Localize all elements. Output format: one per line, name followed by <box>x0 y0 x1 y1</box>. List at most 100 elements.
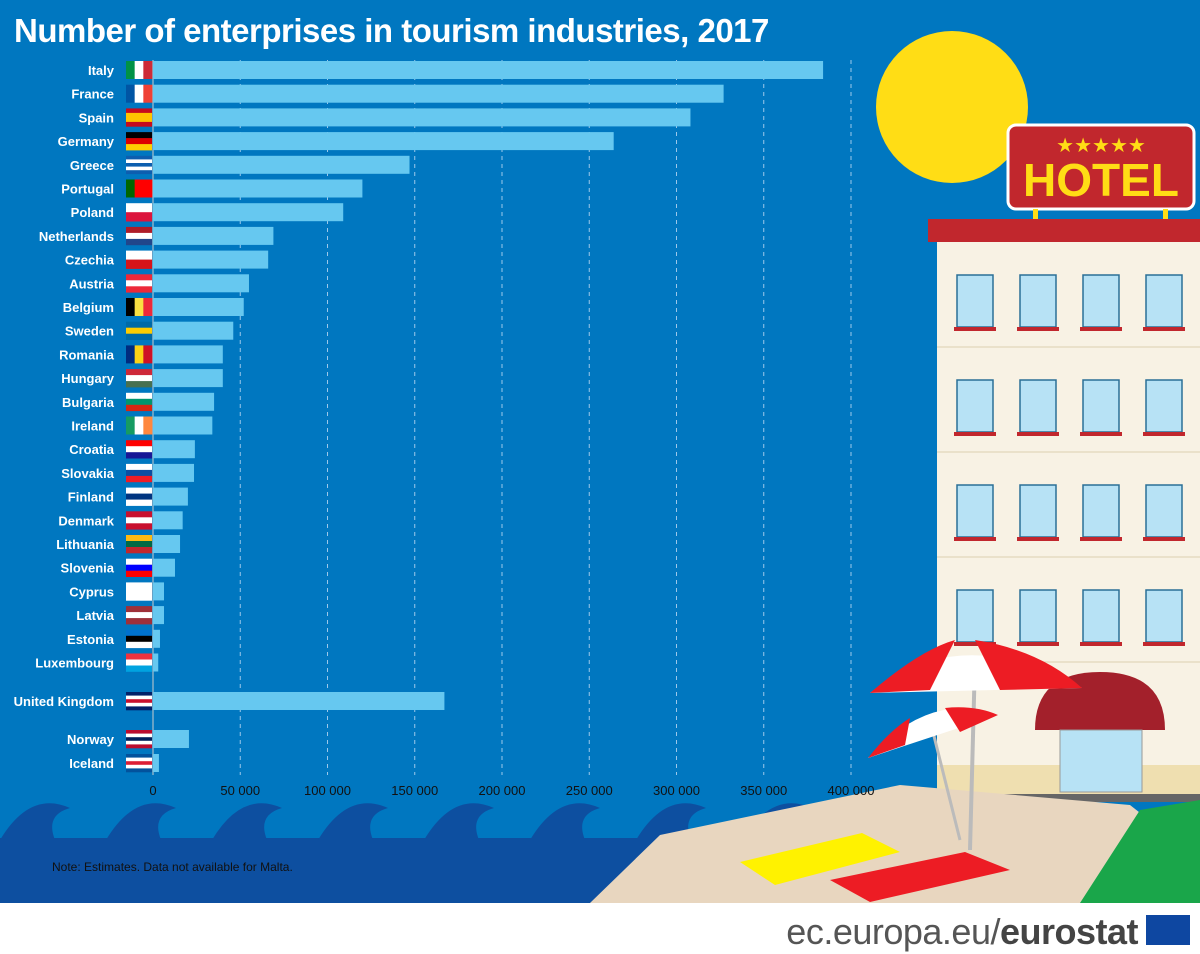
category-label: Romania <box>59 347 115 362</box>
bar-latvia <box>153 606 164 625</box>
x-tick-label: 350 000 <box>740 783 787 798</box>
bar-france <box>153 84 724 103</box>
hotel-window <box>1082 274 1120 328</box>
bar-ireland <box>153 416 213 435</box>
site-text: ec.europa.eu/ <box>786 911 1000 952</box>
category-label: Slovakia <box>61 466 115 481</box>
bar-denmark <box>153 511 183 530</box>
flag-icon <box>126 754 152 773</box>
flag-icon <box>126 629 152 649</box>
category-label: Sweden <box>65 324 114 339</box>
flag-icon <box>126 84 153 103</box>
hotel-window <box>1145 274 1183 328</box>
beach <box>590 785 1200 903</box>
flag-icon <box>126 108 152 127</box>
category-label: Netherlands <box>39 229 114 244</box>
hotel-window <box>1082 484 1120 538</box>
hotel-window <box>956 589 994 643</box>
category-label: Latvia <box>76 608 114 623</box>
category-label: Austria <box>69 276 115 291</box>
x-tick-label: 250 000 <box>566 783 613 798</box>
bar-croatia <box>153 440 195 459</box>
x-tick-label: 200 000 <box>479 783 526 798</box>
category-label: France <box>71 87 114 102</box>
bar-germany <box>153 132 614 151</box>
category-label: Iceland <box>69 756 114 771</box>
bar-hungary <box>153 369 223 388</box>
category-label: Portugal <box>61 182 114 197</box>
hotel-window <box>956 379 994 433</box>
hotel-window <box>1145 379 1183 433</box>
category-label: Finland <box>68 490 114 505</box>
infographic: ★★★★★ HOTEL Italy France Spain Germany Greec… <box>0 0 1200 903</box>
x-tick-label: 300 000 <box>653 783 700 798</box>
bar-luxembourg <box>153 653 159 672</box>
bar-spain <box>153 108 691 127</box>
flag-icon <box>126 582 152 601</box>
bar-poland <box>153 203 344 222</box>
eurostat-logo[interactable]: ec.europa.eu/eurostat <box>786 911 1138 953</box>
x-tick-label: 0 <box>149 783 156 798</box>
flag-icon <box>126 226 152 246</box>
hotel-stars: ★★★★★ <box>1056 135 1146 157</box>
flag-icon <box>126 692 152 711</box>
yellow-towel <box>740 833 900 885</box>
bar-chart: ★★★★★ HOTEL Italy France Spain Germany Greec… <box>0 31 1200 903</box>
x-tick-label: 100 000 <box>304 783 351 798</box>
hotel-window <box>956 484 994 538</box>
bar-norway <box>153 730 189 748</box>
hotel-window <box>1082 589 1120 643</box>
eu-flag-icon <box>1146 915 1190 945</box>
hotel-window <box>1145 589 1183 643</box>
category-label: Estonia <box>67 632 115 647</box>
category-label: Spain <box>79 110 114 125</box>
flag-icon <box>126 155 152 175</box>
flag-icon <box>126 487 152 506</box>
bar-finland <box>153 487 188 506</box>
footer: ec.europa.eu/eurostat <box>0 903 1200 954</box>
sun-icon <box>876 31 1028 183</box>
flag-icon <box>126 463 152 483</box>
red-towel <box>830 852 1010 902</box>
bar-lithuania <box>153 535 181 553</box>
category-label: Lithuania <box>56 537 115 552</box>
category-label: Norway <box>67 732 115 747</box>
hotel-sign <box>1006 123 1196 211</box>
hotel-window <box>1145 484 1183 538</box>
category-label: Hungary <box>61 371 115 386</box>
chart-note: Note: Estimates. Data not available for … <box>52 860 293 874</box>
category-label: Ireland <box>71 419 114 434</box>
grass <box>1080 800 1200 903</box>
x-tick-label: 150 000 <box>391 783 438 798</box>
flag-icon <box>126 345 153 364</box>
flag-icon <box>126 369 152 388</box>
bar-slovakia <box>153 463 195 482</box>
bar-netherlands <box>153 226 274 245</box>
bar-sweden <box>153 321 234 340</box>
flag-icon <box>126 203 152 222</box>
bar-czechia <box>153 250 269 269</box>
flag-icon <box>126 179 153 198</box>
hotel-sign-text: HOTEL <box>1023 154 1179 206</box>
category-label: Luxembourg <box>35 656 114 671</box>
bar-belgium <box>153 298 244 316</box>
bar-iceland <box>153 754 159 772</box>
category-label: Germany <box>58 134 115 149</box>
category-label: Czechia <box>65 253 115 268</box>
hotel-window <box>1019 484 1057 538</box>
flag-icon <box>126 132 152 151</box>
bar-united-kingdom <box>153 692 445 710</box>
brand-text: eurostat <box>999 911 1139 952</box>
bar-cyprus <box>153 582 164 601</box>
bar-portugal <box>153 179 363 198</box>
x-tick-label: 400 000 <box>828 783 875 798</box>
flag-icon <box>126 653 152 672</box>
flag-icon <box>126 274 152 293</box>
hotel-beach-illustration: ★★★★★ HOTEL <box>0 31 1200 903</box>
flag-icon <box>126 392 152 412</box>
chart-title: Number of enterprises in tourism industr… <box>14 12 769 49</box>
hotel-roof <box>928 219 1200 242</box>
bar-bulgaria <box>153 392 215 411</box>
bar-estonia <box>153 629 160 648</box>
flag-icon <box>126 440 152 459</box>
